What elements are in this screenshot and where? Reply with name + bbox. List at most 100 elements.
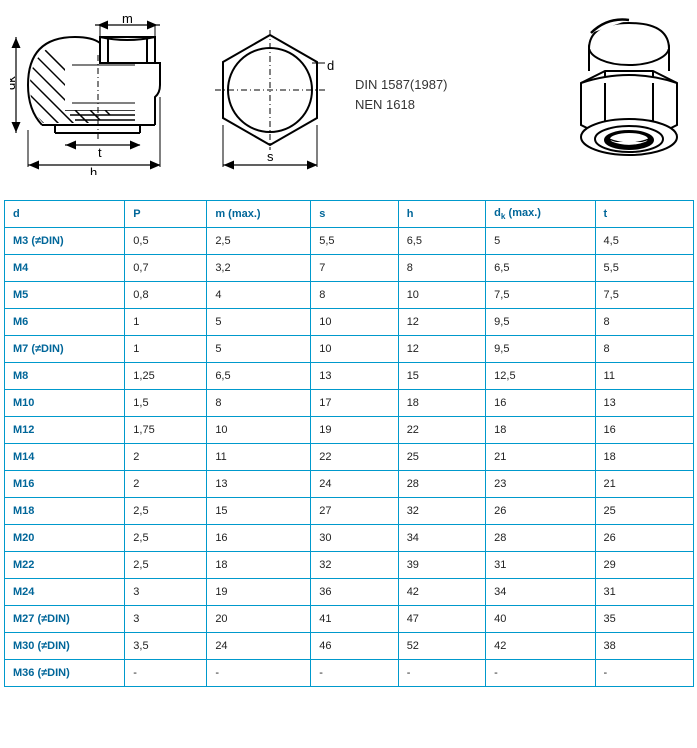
cell-value: 1 (125, 336, 207, 363)
cell-value: 18 (207, 552, 311, 579)
cell-d: M36 (≠DIN) (5, 660, 125, 687)
table-row: M30 (≠DIN)3,52446524238 (5, 633, 694, 660)
cell-value: 46 (311, 633, 398, 660)
cell-value: 11 (207, 444, 311, 471)
dimensions-table: d P m (max.) s h dk (max.) t M3 (≠DIN)0,… (4, 200, 694, 687)
cell-value: 31 (486, 552, 595, 579)
standard-line-2: NEN 1618 (355, 95, 547, 115)
cell-value: 29 (595, 552, 693, 579)
cell-value: 47 (398, 606, 485, 633)
cell-value: 38 (595, 633, 693, 660)
cell-value: 28 (398, 471, 485, 498)
table-row: M202,51630342826 (5, 525, 694, 552)
cell-value: 1,75 (125, 417, 207, 444)
cell-value: 2,5 (125, 498, 207, 525)
cell-value: 5,5 (311, 228, 398, 255)
cell-d: M22 (5, 552, 125, 579)
diagram-section: m (0, 0, 697, 200)
dim-label-h: h (90, 165, 97, 175)
table-row: M81,256,5131512,511 (5, 363, 694, 390)
col-s: s (311, 201, 398, 228)
table-row: M40,73,2786,55,5 (5, 255, 694, 282)
cell-value: 10 (311, 336, 398, 363)
cell-value: 0,8 (125, 282, 207, 309)
cell-value: 42 (486, 633, 595, 660)
cell-value: 16 (595, 417, 693, 444)
cell-value: 22 (398, 417, 485, 444)
table-row: M1621324282321 (5, 471, 694, 498)
cell-d: M20 (5, 525, 125, 552)
cell-value: 25 (595, 498, 693, 525)
cell-value: 4,5 (595, 228, 693, 255)
table-row: M182,51527322625 (5, 498, 694, 525)
cell-value: 41 (311, 606, 398, 633)
cell-value: 2 (125, 471, 207, 498)
cell-value: 8 (311, 282, 398, 309)
cell-value: 12,5 (486, 363, 595, 390)
table-header-row: d P m (max.) s h dk (max.) t (5, 201, 694, 228)
table-row: M2431936423431 (5, 579, 694, 606)
cell-value: 34 (398, 525, 485, 552)
cell-value: 24 (207, 633, 311, 660)
table-row: M61510129,58 (5, 309, 694, 336)
cell-value: 12 (398, 336, 485, 363)
cell-value: 5 (207, 336, 311, 363)
col-d: d (5, 201, 125, 228)
cell-value: 16 (486, 390, 595, 417)
dim-label-m: m (122, 15, 133, 26)
cell-value: 13 (311, 363, 398, 390)
cell-d: M16 (5, 471, 125, 498)
cell-d: M14 (5, 444, 125, 471)
cell-value: 5 (207, 309, 311, 336)
cell-value: 12 (398, 309, 485, 336)
cell-value: 35 (595, 606, 693, 633)
cell-value: 18 (486, 417, 595, 444)
col-m: m (max.) (207, 201, 311, 228)
cell-value: 25 (398, 444, 485, 471)
cell-value: 18 (595, 444, 693, 471)
cell-value: - (486, 660, 595, 687)
cell-value: 7,5 (595, 282, 693, 309)
cell-d: M12 (5, 417, 125, 444)
cell-value: 18 (398, 390, 485, 417)
col-p: P (125, 201, 207, 228)
isometric-diagram (567, 15, 687, 175)
cell-value: 19 (207, 579, 311, 606)
cell-d: M7 (≠DIN) (5, 336, 125, 363)
cell-value: - (125, 660, 207, 687)
cell-value: 1,25 (125, 363, 207, 390)
cell-value: - (311, 660, 398, 687)
cell-value: 15 (398, 363, 485, 390)
col-t: t (595, 201, 693, 228)
cell-value: 24 (311, 471, 398, 498)
cell-value: 17 (311, 390, 398, 417)
cell-value: 6,5 (398, 228, 485, 255)
standard-line-1: DIN 1587(1987) (355, 75, 547, 95)
cell-d: M8 (5, 363, 125, 390)
cell-value: 32 (398, 498, 485, 525)
col-dk: dk (max.) (486, 201, 595, 228)
cell-value: 13 (595, 390, 693, 417)
cell-value: 22 (311, 444, 398, 471)
cell-value: 10 (207, 417, 311, 444)
cell-value: 2,5 (207, 228, 311, 255)
cell-value: 5 (486, 228, 595, 255)
cell-value: 2 (125, 444, 207, 471)
dim-label-d: d (327, 58, 334, 73)
cell-value: 13 (207, 471, 311, 498)
table-row: M101,5817181613 (5, 390, 694, 417)
cell-value: 31 (595, 579, 693, 606)
cell-d: M6 (5, 309, 125, 336)
cell-value: 8 (595, 336, 693, 363)
cell-d: M3 (≠DIN) (5, 228, 125, 255)
cell-value: 3 (125, 606, 207, 633)
cell-d: M24 (5, 579, 125, 606)
cell-value: 42 (398, 579, 485, 606)
cell-value: 16 (207, 525, 311, 552)
cell-value: 32 (311, 552, 398, 579)
cell-value: 10 (311, 309, 398, 336)
cell-value: - (207, 660, 311, 687)
cell-d: M5 (5, 282, 125, 309)
cell-value: 2,5 (125, 552, 207, 579)
cell-value: 3,2 (207, 255, 311, 282)
